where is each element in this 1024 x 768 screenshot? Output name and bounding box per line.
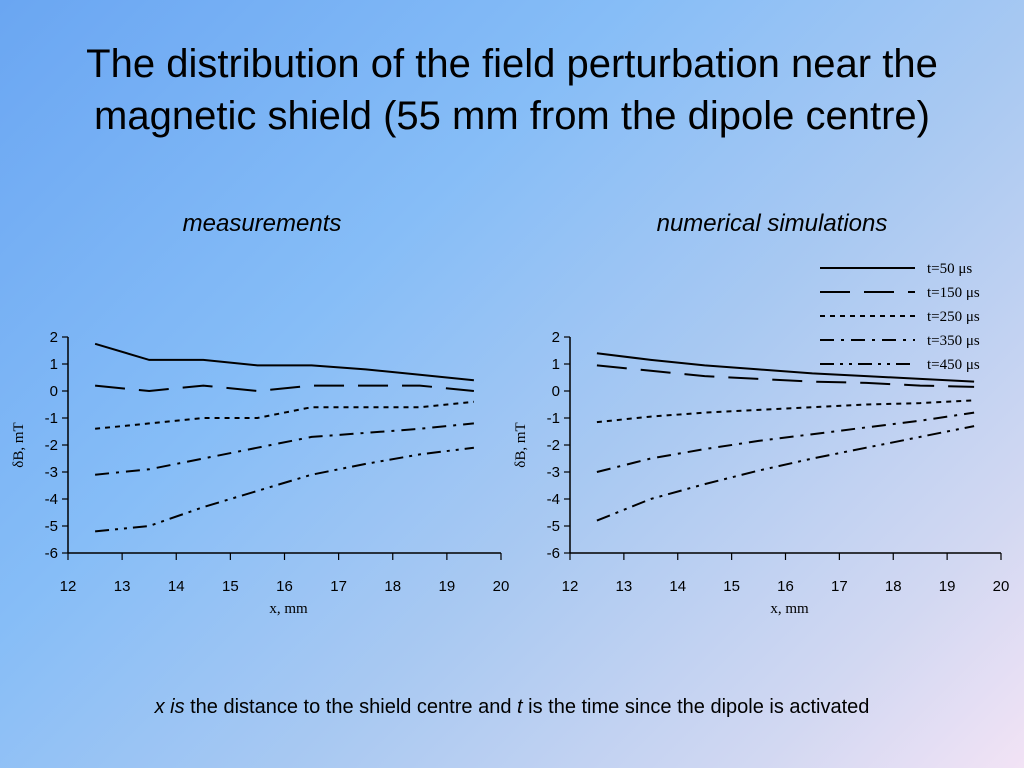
caption-mid: the distance to the shield centre and — [184, 696, 518, 718]
left-y-tick-label: 2 — [50, 329, 58, 346]
right-x-tick-label: 12 — [562, 578, 579, 595]
legend-label-1: t=50 μs — [927, 261, 972, 277]
right-x-axis-label: x, mm — [770, 601, 809, 617]
right-series-1-line — [596, 352, 975, 383]
right-series-5-line — [596, 425, 975, 522]
left-x-tick-label: 19 — [439, 578, 456, 595]
left-y-tick-label: 1 — [50, 356, 58, 373]
right-x-tick-label: 16 — [777, 578, 794, 595]
right-y-tick-label: -5 — [547, 518, 560, 535]
caption-x-is: x is — [154, 696, 185, 718]
right-x-tick-label: 19 — [939, 578, 956, 595]
left-x-tick-label: 18 — [384, 578, 401, 595]
left-x-tick-label: 14 — [168, 578, 185, 595]
left-y-tick-label: -4 — [45, 491, 58, 508]
left-x-axis-label: x, mm — [269, 601, 308, 617]
right-x-tick-label: 17 — [831, 578, 848, 595]
right-x-tick-label: 20 — [993, 578, 1010, 595]
left-y-tick-label: -6 — [45, 545, 58, 562]
slide-title-line-1: The distribution of the field perturbati… — [86, 42, 938, 86]
left-series-2-line — [95, 384, 474, 393]
right-x-tick-label: 13 — [616, 578, 633, 595]
right-y-tick-label: 0 — [552, 383, 560, 400]
right-y-tick-label: -2 — [547, 437, 560, 454]
right-y-tick-label: 1 — [552, 356, 560, 373]
legend-label-2: t=150 μs — [927, 285, 980, 301]
legend-label-5: t=450 μs — [927, 357, 980, 373]
left-y-axis-label: δB, mT — [11, 422, 27, 467]
right-series-4-line — [596, 411, 975, 473]
right-x-tick-label: 18 — [885, 578, 902, 595]
legend-label-4: t=350 μs — [927, 333, 980, 349]
right-x-tick-label: 14 — [669, 578, 686, 595]
left-y-tick-label: 0 — [50, 383, 58, 400]
right-y-tick-label: -6 — [547, 545, 560, 562]
left-x-tick-label: 13 — [114, 578, 131, 595]
left-panel-heading: measurements — [182, 210, 342, 237]
left-x-tick-label: 12 — [60, 578, 77, 595]
slide-title-line-2: magnetic shield (55 mm from the dipole c… — [94, 94, 930, 138]
right-x-tick-label: 15 — [723, 578, 740, 595]
left-series-5-line — [95, 446, 475, 533]
left-y-tick-label: -1 — [45, 410, 58, 427]
right-panel-heading: numerical simulations — [656, 210, 888, 237]
right-y-tick-label: -1 — [547, 410, 560, 427]
left-x-tick-label: 20 — [493, 578, 510, 595]
legend-label-3: t=250 μs — [927, 309, 980, 325]
left-series-4-line — [95, 422, 474, 476]
caption: x is the distance to the shield centre a… — [0, 696, 1024, 719]
right-y-tick-label: -3 — [547, 464, 560, 481]
left-y-tick-label: -5 — [45, 518, 58, 535]
left-series-3-line — [95, 400, 474, 430]
left-x-tick-label: 17 — [330, 578, 347, 595]
right-y-tick-label: 2 — [552, 329, 560, 346]
right-y-axis-label: δB, mT — [513, 422, 529, 467]
left-y-tick-label: -2 — [45, 437, 58, 454]
slide-title: The distribution of the field perturbati… — [0, 38, 1024, 142]
right-y-tick-label: -4 — [547, 491, 560, 508]
caption-end: is the time since the dipole is activate… — [522, 696, 870, 718]
right-series-2-line — [596, 364, 975, 388]
left-x-tick-label: 16 — [276, 578, 293, 595]
caption-t: t — [517, 696, 523, 718]
left-y-tick-label: -3 — [45, 464, 58, 481]
right-series-3-line — [596, 399, 975, 424]
left-x-tick-label: 15 — [222, 578, 239, 595]
left-series-1-line — [94, 342, 474, 382]
